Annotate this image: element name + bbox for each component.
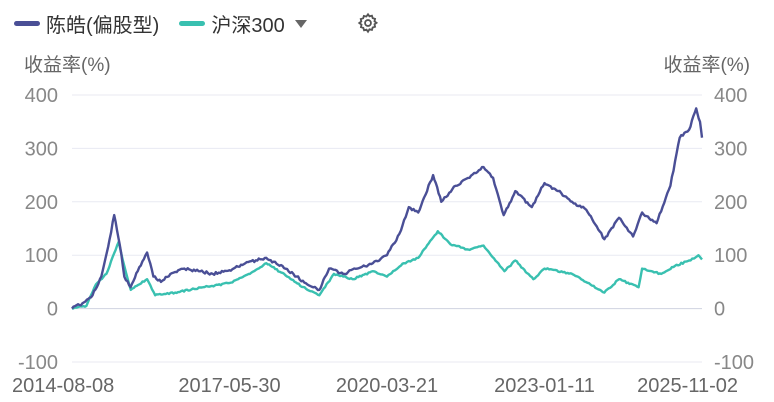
y-tick-label-right: 400 <box>714 85 747 107</box>
y-tick-label-right: 300 <box>714 138 747 160</box>
y-tick-label-left: 200 <box>25 192 58 214</box>
x-tick-label: 2020-03-21 <box>336 375 438 397</box>
legend-swatch-fund <box>14 20 40 26</box>
legend: 陈皓(偏股型) 沪深300 <box>14 8 379 38</box>
x-tick-label: 2014-08-08 <box>12 375 114 397</box>
x-tick-label: 2023-01-11 <box>494 375 595 397</box>
series-line-index <box>71 230 703 310</box>
y-tick-label-left: -100 <box>18 352 58 374</box>
y-axis-label-left: 收益率(%) <box>24 55 111 76</box>
x-tick-label: 2017-05-30 <box>178 375 280 397</box>
legend-swatch-index <box>179 20 206 26</box>
y-tick-label-left: 400 <box>25 85 58 107</box>
y-tick-label-right: -100 <box>714 352 754 374</box>
legend-label-index: 沪深300 <box>211 14 285 37</box>
legend-item-fund[interactable]: 陈皓(偏股型) <box>14 9 159 38</box>
y-axis-label-right: 收益率(%) <box>663 55 750 76</box>
x-tick-label: 2025-11-02 <box>637 375 738 397</box>
y-tick-label-right: 100 <box>714 245 747 267</box>
y-tick-label-left: 0 <box>47 299 58 321</box>
y-tick-label-left: 300 <box>25 138 58 160</box>
y-tick-label-right: 0 <box>714 299 725 321</box>
series-line-fund <box>71 107 704 310</box>
y-tick-label-right: 200 <box>714 192 747 214</box>
chevron-down-icon[interactable] <box>294 20 307 28</box>
gear-icon[interactable] <box>357 12 379 34</box>
legend-item-index[interactable]: 沪深300 <box>179 9 307 38</box>
y-tick-label-left: 100 <box>25 245 58 267</box>
legend-label-fund: 陈皓(偏股型) <box>46 14 160 37</box>
